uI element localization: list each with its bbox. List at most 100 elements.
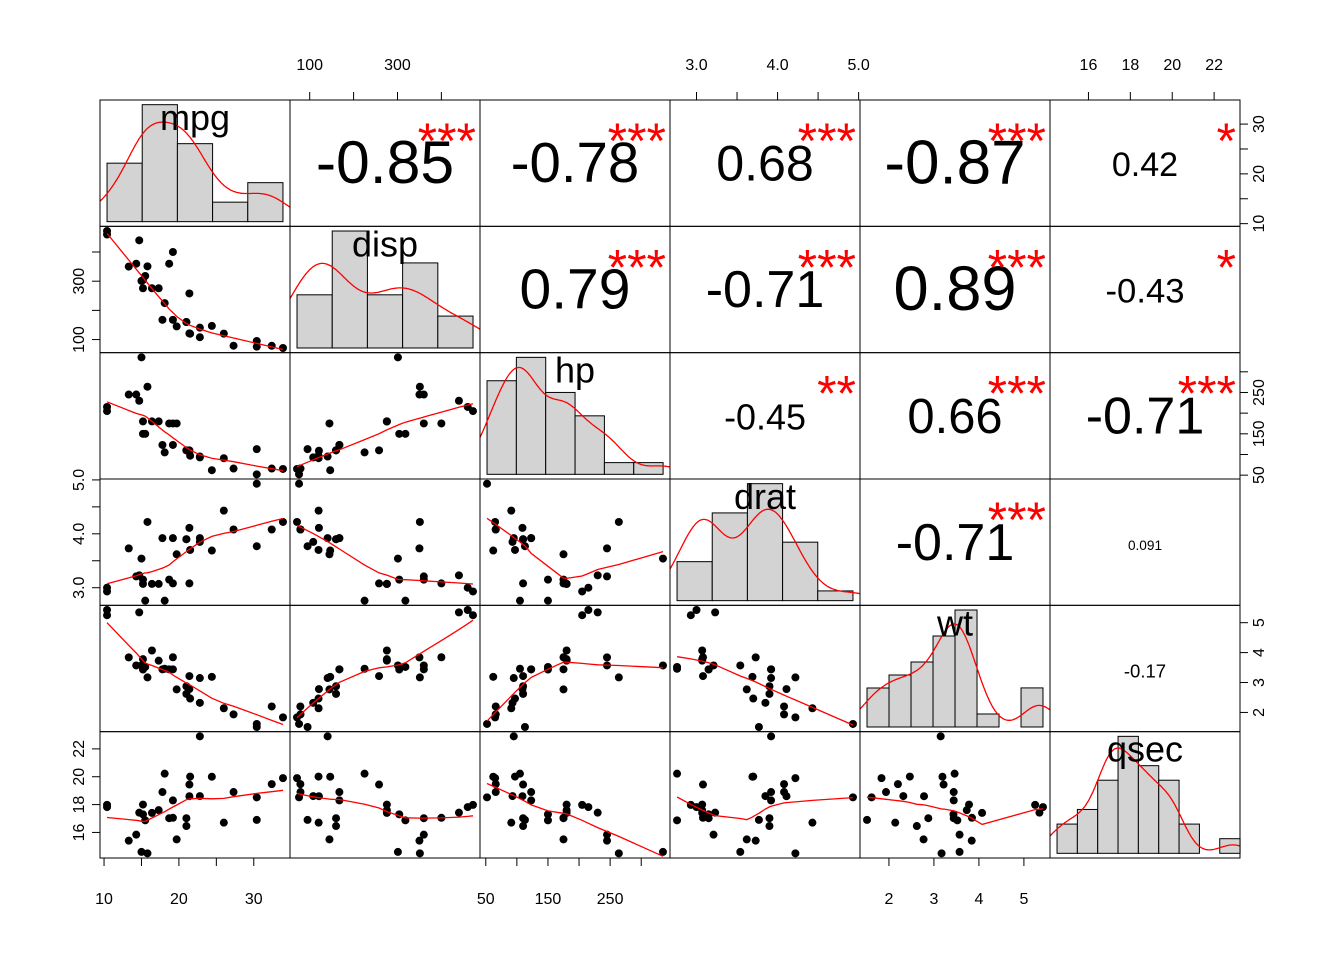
scatter-point xyxy=(172,550,181,559)
tick-label: 4 xyxy=(974,891,983,908)
scatter-point xyxy=(332,822,341,831)
significance-stars: *** xyxy=(1178,366,1236,422)
histogram-bar xyxy=(331,230,368,349)
scatter-point xyxy=(172,419,181,428)
scatter-point xyxy=(912,822,921,831)
scatter-point xyxy=(147,646,156,655)
scatter-point xyxy=(673,769,682,778)
scatter-point xyxy=(375,446,384,455)
scatter-point xyxy=(332,689,341,698)
scatter-point xyxy=(520,815,529,824)
scatter-point xyxy=(185,289,194,298)
variable-name: wt xyxy=(936,602,973,643)
scatter-point xyxy=(463,803,472,812)
significance-stars: *** xyxy=(988,239,1046,295)
scatter-point xyxy=(905,772,914,781)
scatter-point xyxy=(578,587,587,596)
scatter-point xyxy=(147,579,156,588)
scatter-point xyxy=(562,800,571,809)
scatter-point xyxy=(207,321,216,330)
scatter-point xyxy=(520,722,529,731)
tick-label: 150 xyxy=(535,891,562,908)
scatter-point xyxy=(168,665,177,674)
scatter-point xyxy=(454,396,463,405)
scatter-point xyxy=(160,769,169,778)
scatter-point xyxy=(578,611,587,620)
scatter-point xyxy=(698,646,707,655)
correlation-value: -0.71 xyxy=(706,261,825,319)
scatter-point xyxy=(382,646,391,655)
scatter-point xyxy=(185,780,194,789)
panel-border xyxy=(99,352,291,480)
scatter-point xyxy=(584,583,593,592)
tick-label: 4.0 xyxy=(766,57,788,74)
scatter-point xyxy=(382,579,391,588)
scatter-point xyxy=(168,315,177,324)
tick-label: 20 xyxy=(1251,165,1268,183)
histogram-bar xyxy=(633,462,664,475)
scatter-point xyxy=(207,466,216,475)
scatter-point xyxy=(711,608,720,617)
scatter-point xyxy=(267,702,276,711)
scatter-point xyxy=(515,596,524,605)
scatter-point xyxy=(147,808,156,817)
histogram-bar xyxy=(746,483,784,602)
scatter-point xyxy=(143,382,152,391)
smooth-line xyxy=(486,661,664,722)
histogram-bar xyxy=(106,162,143,223)
tick-label: 2 xyxy=(884,891,893,908)
significance-stars: *** xyxy=(988,366,1046,422)
scatter-point xyxy=(519,579,528,588)
scatter-point xyxy=(137,554,146,563)
correlation-value: -0.45 xyxy=(724,397,806,437)
scatter-point xyxy=(135,236,144,245)
tick-label: 20 xyxy=(170,891,188,908)
scatter-point xyxy=(219,506,228,515)
scatter-point xyxy=(314,818,323,827)
scatter-point xyxy=(219,704,228,713)
scatter-point xyxy=(658,661,667,670)
scatter-point xyxy=(782,792,791,801)
scatter-point xyxy=(172,322,181,331)
scatter-point xyxy=(325,550,334,559)
scatter-point xyxy=(143,849,152,858)
significance-stars: *** xyxy=(988,113,1046,169)
scatter-point xyxy=(543,575,552,584)
scatter-point xyxy=(395,429,404,438)
smooth-line xyxy=(296,619,474,719)
scatter-point xyxy=(519,822,528,831)
tick-label: 5.0 xyxy=(847,57,869,74)
panel-border xyxy=(99,478,291,606)
scatter-point xyxy=(782,685,791,694)
scatter-point xyxy=(415,836,424,845)
scatter-point xyxy=(132,830,141,839)
density-line xyxy=(100,121,290,208)
scatter-point xyxy=(103,583,112,592)
scatter-point xyxy=(698,780,707,789)
scatter-point xyxy=(182,535,191,544)
scatter-point xyxy=(507,818,516,827)
scatter-point xyxy=(138,284,147,293)
scatter-point xyxy=(578,800,587,809)
scatter-point xyxy=(614,849,623,858)
scatter-point xyxy=(593,808,602,817)
scatter-point xyxy=(936,732,945,741)
scatter-point xyxy=(401,662,410,671)
scatter-point xyxy=(296,780,305,789)
significance-stars: *** xyxy=(798,113,856,169)
scatter-point xyxy=(437,653,446,662)
smooth-line xyxy=(106,232,284,351)
scatter-point xyxy=(154,806,163,815)
histogram-bar xyxy=(296,294,333,349)
tick-label: 100 xyxy=(296,57,323,74)
tick-label: 150 xyxy=(1251,420,1268,447)
density-line xyxy=(860,623,1050,721)
scatter-point xyxy=(158,534,167,543)
scatter-point xyxy=(278,774,287,783)
scatter-point xyxy=(182,822,191,831)
smooth-line xyxy=(296,524,474,585)
scatter-point xyxy=(168,534,177,543)
scatter-point xyxy=(360,448,369,457)
scatter-point xyxy=(303,542,312,551)
